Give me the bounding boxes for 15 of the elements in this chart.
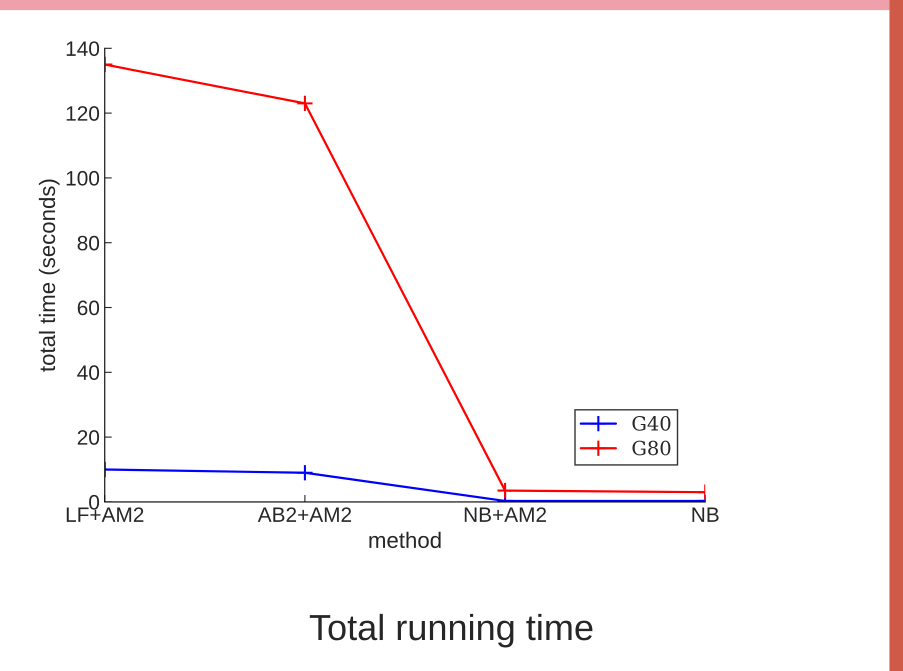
legend-label: G80	[632, 440, 670, 456]
y-tick-label: 60	[78, 300, 100, 316]
y-tick-label: 20	[78, 430, 100, 445]
x-tick-label: NB	[692, 508, 719, 522]
x-tick-label: AB2+AM2	[258, 507, 352, 522]
y-tick-label: 100	[66, 170, 100, 186]
text: Total running time	[310, 614, 592, 648]
y-tick-label: 40	[77, 365, 100, 380]
x-axis-title: method	[369, 532, 441, 548]
y-tick-label: 120	[66, 106, 100, 121]
y-tick-label: 140	[66, 41, 100, 56]
legend-label: G40	[632, 416, 670, 431]
x-tick-label: NB+AM2	[464, 507, 546, 522]
y-tick-label: 80	[78, 236, 100, 250]
y-axis-title: total time (seconds)	[38, 180, 60, 372]
